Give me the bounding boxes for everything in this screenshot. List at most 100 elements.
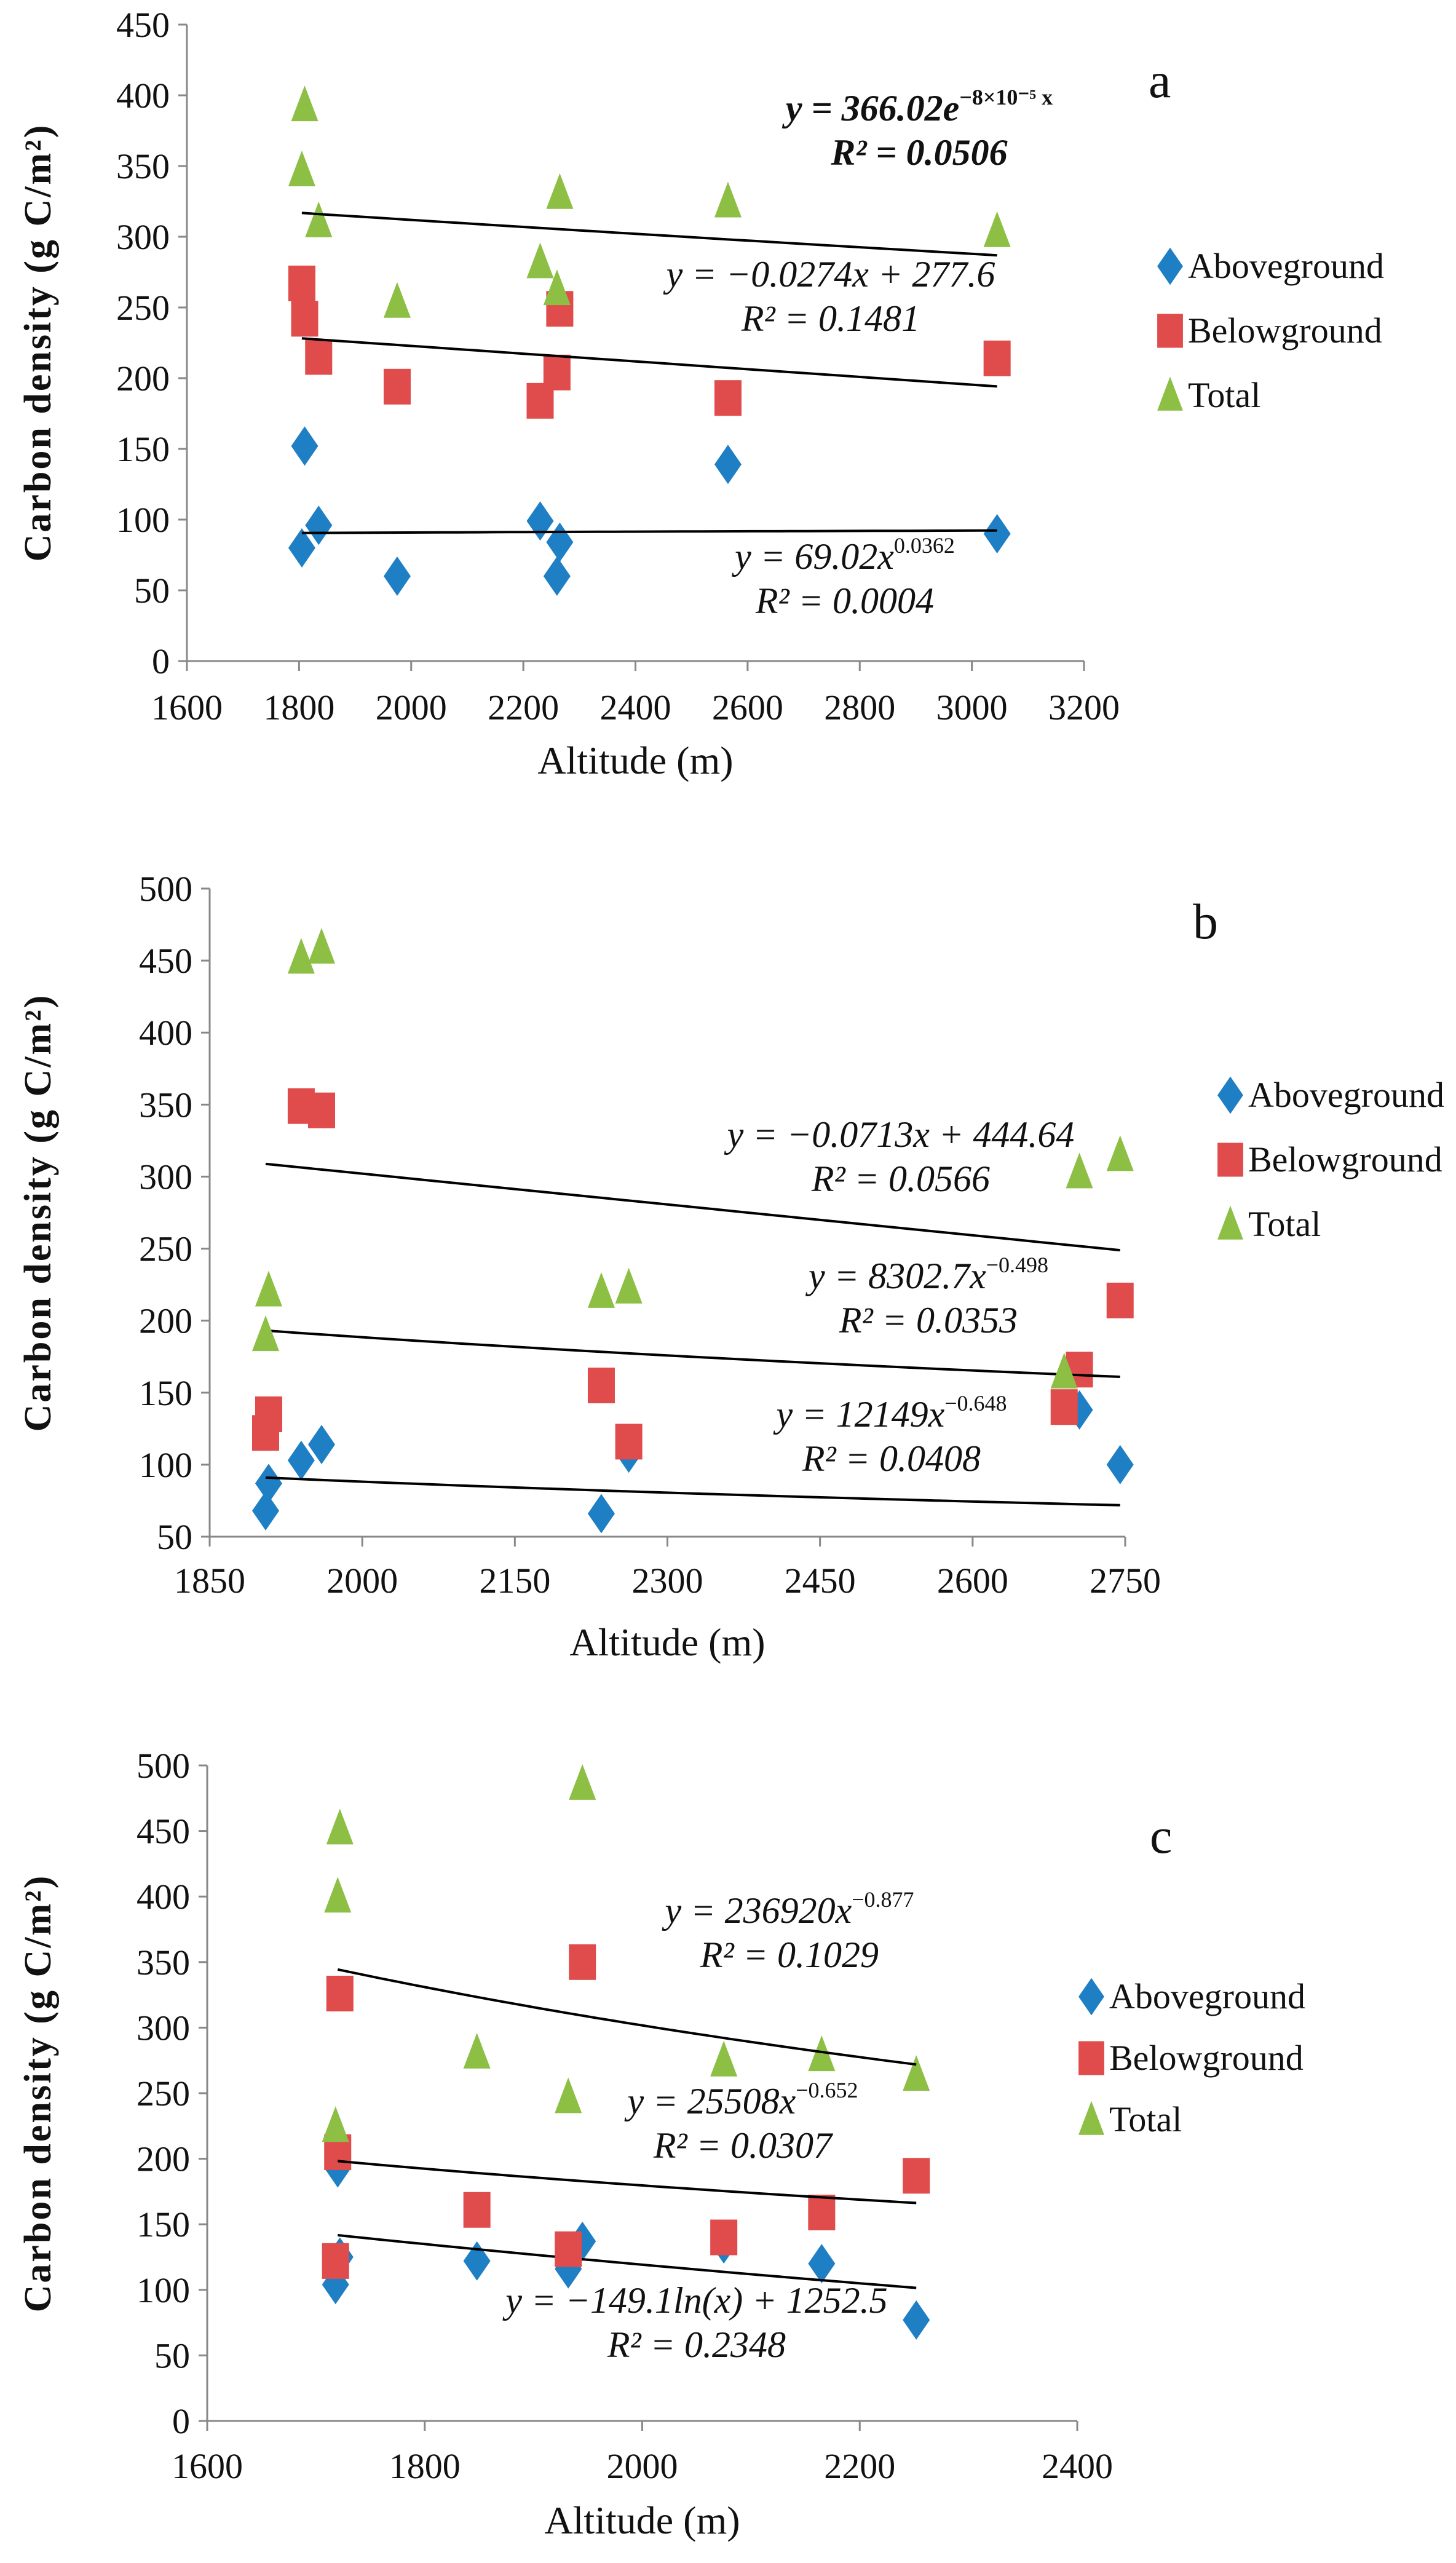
y-tick-label: 450 — [116, 5, 170, 45]
trendline — [265, 1162, 1120, 1252]
y-tick-label: 100 — [136, 2270, 190, 2310]
trend-equation-belowground: y = −0.0274x + 277.6 R² = 0.1481 — [667, 256, 995, 337]
square-marker-icon — [1217, 1143, 1243, 1177]
legend-marker — [1157, 314, 1183, 348]
trendline — [338, 2233, 917, 2289]
trend-equation-total: y = 236920x−0.877 R² = 0.1029 — [665, 1888, 914, 1973]
data-point — [305, 505, 333, 545]
x-tick-label: 2600 — [712, 687, 783, 727]
legend-marker — [1078, 2101, 1104, 2135]
y-tick-label: 150 — [139, 1373, 192, 1413]
y-tick-label: 100 — [116, 500, 170, 540]
legend-label: Total — [1109, 2099, 1182, 2139]
legend-item-belowground: Belowground — [1077, 2038, 1304, 2078]
data-point — [543, 557, 571, 596]
data-point — [287, 1440, 315, 1480]
data-point — [383, 282, 411, 318]
data-point — [543, 354, 571, 390]
series-aboveground — [288, 426, 1011, 596]
data-point — [255, 1396, 282, 1432]
r-squared: R² = 0.1481 — [741, 298, 920, 339]
y-tick-label: 200 — [116, 359, 170, 398]
x-tick-label: 2000 — [376, 687, 447, 727]
trendline — [301, 212, 997, 257]
diamond-marker-icon — [1217, 1076, 1243, 1114]
square-marker-icon — [1157, 314, 1183, 348]
legend-marker — [1217, 1143, 1243, 1177]
legend-label: Total — [1188, 375, 1261, 415]
legend-label: Aboveground — [1109, 1976, 1305, 2016]
data-point — [983, 211, 1011, 247]
data-point — [251, 1315, 279, 1352]
panel-b: 50 100 150 200 250 300 350 400 450 500 1850 2000 215… — [17, 869, 1161, 1664]
x-tick-label: 1600 — [172, 2446, 243, 2486]
y-tick-label: 400 — [139, 1013, 192, 1053]
data-point — [326, 1808, 354, 1845]
data-point — [324, 1877, 352, 1913]
data-point — [714, 445, 742, 485]
x-tick-label: 2200 — [488, 687, 559, 727]
series-aboveground — [251, 1390, 1134, 1534]
y-axis-label: Carbon density (g C/m²) — [17, 1874, 59, 2313]
y-tick-label: 500 — [139, 869, 192, 909]
data-point — [463, 2032, 491, 2069]
data-point — [1066, 1152, 1093, 1189]
data-point — [903, 2158, 930, 2194]
data-point — [555, 2077, 582, 2113]
trend-equation-belowground: y = 8302.7x−0.498 R² = 0.0353 — [809, 1254, 1048, 1341]
data-point — [305, 339, 333, 375]
data-point — [808, 2244, 836, 2284]
y-tick-label: 200 — [136, 2139, 190, 2179]
legend-item-total: Total — [1077, 2099, 1182, 2140]
legend-marker — [1217, 1205, 1243, 1240]
data-point — [255, 1464, 282, 1503]
data-point — [463, 2241, 491, 2281]
r-squared: R² = 0.0353 — [839, 1300, 1018, 1341]
data-point — [808, 2195, 836, 2231]
legend-marker — [1078, 2041, 1104, 2075]
y-tick-label: 150 — [136, 2204, 190, 2244]
data-point — [291, 85, 318, 122]
y-tick-label: 350 — [136, 1943, 190, 1983]
equation-text: y = −149.1ln(x) + 1252.5 — [505, 2280, 888, 2321]
equation-exponent: −0.648 — [944, 1391, 1007, 1416]
legend-marker — [1078, 1978, 1104, 2016]
panel-label: c — [1150, 1808, 1173, 1864]
equation-text: y = 25508x — [627, 2081, 796, 2121]
y-tick-label: 400 — [116, 76, 170, 116]
square-marker-icon — [1078, 2041, 1104, 2075]
data-point — [288, 265, 315, 301]
data-point — [983, 340, 1011, 376]
y-tick-label: 450 — [139, 941, 192, 981]
data-point — [569, 1944, 596, 1980]
legend-label: Aboveground — [1248, 1075, 1444, 1115]
legend-item-belowground: Belowground — [1216, 1139, 1442, 1180]
equation-text: y = −0.0274x + 277.6 — [666, 254, 995, 295]
data-point — [1106, 1135, 1134, 1171]
data-point — [463, 2192, 491, 2228]
equation-exponent: −8×10⁻⁵ x — [959, 85, 1053, 109]
legend-marker — [1157, 247, 1183, 285]
data-point — [305, 201, 333, 237]
data-point — [288, 528, 315, 568]
data-point — [322, 2243, 349, 2279]
legend-item-belowground: Belowground — [1156, 311, 1382, 351]
legend-label: Aboveground — [1188, 246, 1384, 286]
x-axis-label: Altitude (m) — [569, 1620, 765, 1664]
data-point — [710, 2219, 738, 2256]
y-tick-label: 250 — [139, 1229, 192, 1269]
triangle-marker-icon — [1217, 1205, 1243, 1240]
x-tick-label: 2400 — [1042, 2446, 1113, 2486]
x-tick-label: 2400 — [600, 687, 671, 727]
series-total — [251, 928, 1134, 1388]
x-tick-label: 2000 — [607, 2446, 678, 2486]
panel-label: b — [1193, 893, 1218, 949]
legend-label: Total — [1248, 1204, 1321, 1244]
data-point — [587, 1272, 615, 1308]
data-point — [326, 1975, 354, 2011]
data-point — [322, 2106, 349, 2142]
panel-label: a — [1149, 52, 1171, 108]
y-tick-label: 400 — [136, 1877, 190, 1917]
x-tick-label: 2800 — [824, 687, 895, 727]
